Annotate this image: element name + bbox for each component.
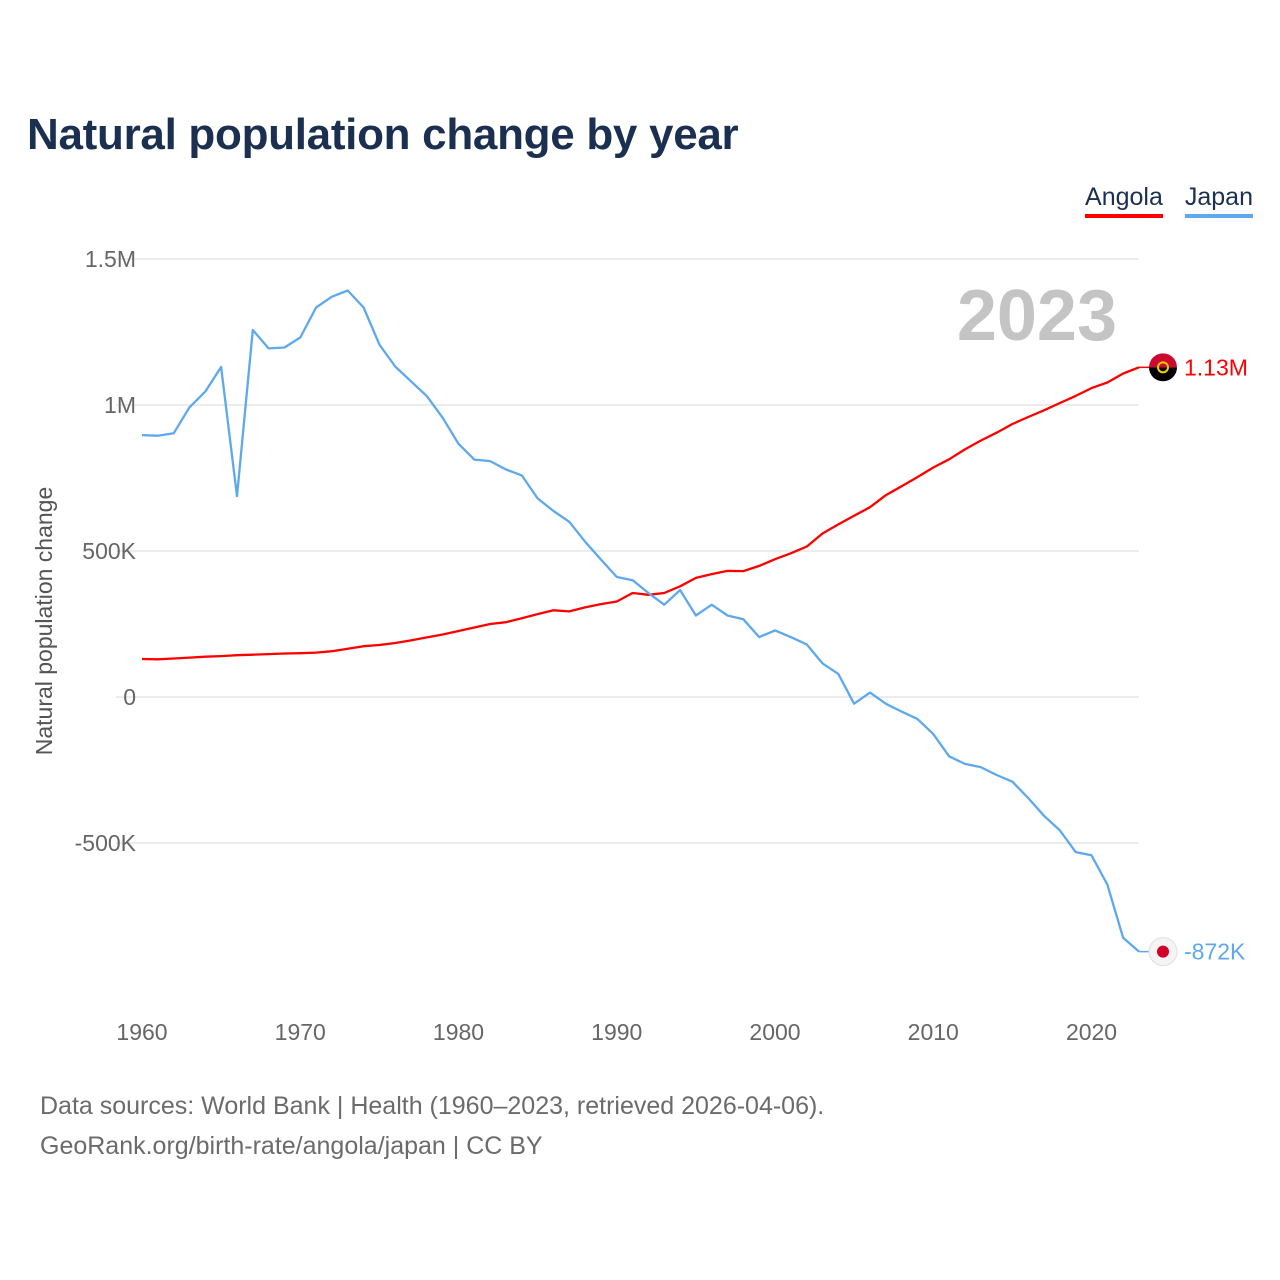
y-tick-label: 0	[123, 684, 136, 710]
angola-flag-icon	[1149, 353, 1177, 382]
y-tick-label: -500K	[75, 830, 137, 856]
x-tick-label: 2010	[908, 1019, 959, 1045]
legend-item-japan[interactable]: Japan	[1184, 183, 1253, 218]
end-value-label-angola: 1.13M	[1184, 354, 1248, 380]
chart-title: Natural population change by year	[27, 110, 739, 159]
y-tick-label: 1.5M	[85, 246, 136, 272]
source-link[interactable]: GeoRank.org/birth-rate/angola/japan | CC…	[40, 1132, 543, 1160]
x-tick-label: 1960	[116, 1019, 167, 1045]
legend-item-angola[interactable]: Angola	[1085, 183, 1163, 218]
flag-red-band	[1149, 353, 1177, 368]
flag-emblem	[1157, 361, 1169, 374]
flag-sun	[1157, 945, 1169, 958]
data-sources: Data sources: World Bank | Health (1960–…	[40, 1092, 825, 1120]
y-axis-label: Natural population change	[31, 487, 57, 756]
current-year-label: 2023	[957, 276, 1117, 356]
end-value-label-japan: -872K	[1184, 939, 1246, 965]
y-tick-label: 500K	[82, 538, 136, 564]
x-tick-label: 1970	[275, 1019, 326, 1045]
flag-black-band	[1149, 367, 1177, 382]
x-tick-label: 2020	[1066, 1019, 1117, 1045]
y-tick-label: 1M	[104, 392, 136, 418]
x-tick-label: 2000	[749, 1019, 800, 1045]
footer: Data sources: World Bank | Health (1960–…	[40, 1086, 824, 1166]
x-tick-label: 1980	[433, 1019, 484, 1045]
japan-flag-icon	[1148, 937, 1178, 967]
series-line-japan	[141, 289, 1140, 953]
legend: Angola Japan	[1085, 183, 1253, 218]
series-line-angola	[141, 366, 1140, 661]
x-tick-label: 1990	[591, 1019, 642, 1045]
